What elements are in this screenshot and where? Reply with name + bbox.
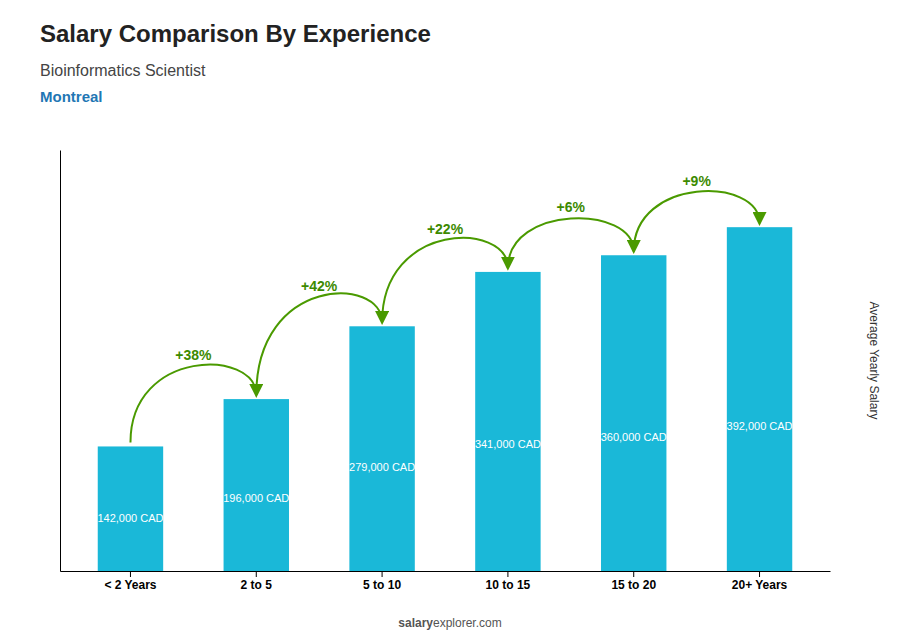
x-tick-mark [130, 571, 131, 577]
change-arc [130, 365, 256, 443]
change-label: +22% [427, 221, 464, 237]
source: salaryexplorer.com [398, 616, 501, 630]
y-axis-line [60, 151, 61, 572]
x-tick: < 2 Years [104, 571, 156, 592]
source-part: explorer.com [433, 616, 502, 630]
x-tick: 15 to 20 [611, 571, 656, 592]
change-arc [508, 218, 634, 268]
bar [349, 326, 414, 571]
title: Salary Comparison By Experience [40, 20, 431, 47]
change-arc [382, 238, 508, 322]
x-tick: 20+ Years [732, 571, 788, 592]
bar [475, 272, 540, 571]
city: Montreal [40, 88, 103, 105]
x-tick-mark [382, 571, 383, 577]
x-tick-label: 20+ Years [732, 578, 788, 592]
x-tick: 2 to 5 [241, 571, 273, 592]
data-labels: 142,000 CAD 196,000 CAD 279,000 CAD 341,000… [97, 420, 792, 524]
x-tick-label: 2 to 5 [241, 578, 273, 592]
change-arc [634, 191, 760, 251]
change-label: +42% [301, 278, 338, 294]
subtitle: Bioinformatics Scientist [40, 62, 206, 79]
source-part: salary [398, 616, 433, 630]
change-label: +38% [175, 347, 212, 363]
change-arc [256, 293, 382, 395]
change-label: +6% [557, 199, 586, 215]
x-tick: 10 to 15 [486, 571, 531, 592]
plot: < 2 Years 2 to 5 5 to 10 10 to 15 15 to 20 20… [61, 151, 831, 592]
data-label: 142,000 CAD [97, 512, 163, 524]
x-tick-mark [633, 571, 634, 577]
x-tick-mark [256, 571, 257, 577]
bar [98, 446, 163, 571]
x-tick-mark [507, 571, 508, 577]
x-axis: < 2 Years 2 to 5 5 to 10 10 to 15 15 to 20 20… [61, 571, 831, 592]
x-axis-line [61, 571, 831, 572]
chart: Salary Comparison By Experience Bioinform… [0, 0, 900, 641]
x-tick-mark [759, 571, 760, 577]
bars [98, 227, 793, 571]
y-axis-title: Average Yearly Salary [867, 302, 881, 420]
x-tick-label: 5 to 10 [363, 578, 401, 592]
bar [727, 227, 792, 571]
x-tick: 5 to 10 [363, 571, 401, 592]
data-label: 360,000 CAD [601, 431, 667, 443]
data-label: 279,000 CAD [349, 461, 415, 473]
change-label: +9% [682, 173, 711, 189]
x-tick-label: 15 to 20 [611, 578, 656, 592]
x-tick-label: < 2 Years [104, 578, 156, 592]
change-arcs: +38% +42% +22% +6% +9% [130, 173, 759, 443]
bar [601, 255, 666, 571]
bar [224, 399, 289, 571]
data-label: 392,000 CAD [727, 420, 793, 432]
data-label: 341,000 CAD [475, 438, 541, 450]
data-label: 196,000 CAD [223, 492, 289, 504]
y-axis [60, 151, 61, 572]
x-tick-label: 10 to 15 [486, 578, 531, 592]
